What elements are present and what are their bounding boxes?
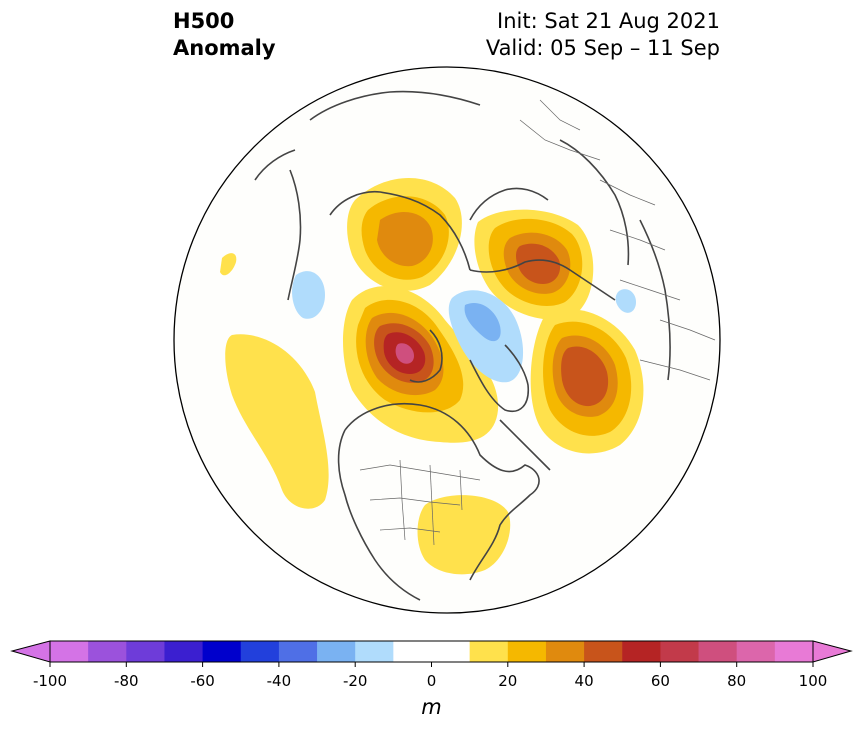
anomaly-scandinavia-neg [615,289,636,313]
colorbar-tick-label: 0 [426,672,437,690]
colorbar-tick-label: -20 [342,672,368,690]
init-date: Init: Sat 21 Aug 2021 [497,9,720,33]
colorbar-extend-high [812,640,853,663]
coastlines [254,90,671,601]
colorbar-cell [545,641,585,662]
map-boundary [173,66,721,614]
colorbar [10,640,853,667]
colorbar-cell [317,641,356,662]
anomaly-arctic-neg-30 [464,302,501,342]
anomaly-canada-70 [395,343,414,364]
anomaly-east-asia-neg [292,271,325,319]
anomaly-alaska-40 [377,212,433,267]
valid-range: Valid: 05 Sep – 11 Sep [485,36,720,60]
title-line-2: Anomaly [173,36,276,60]
colorbar-tick-label: -60 [190,672,215,690]
forecast-dates: Init: Sat 21 Aug 2021 Valid: 05 Sep – 11… [486,8,720,62]
anomaly-ne-pacific [225,334,329,509]
colorbar-tick-label: -80 [114,672,139,690]
colorbar-cell [164,641,204,662]
colorbar-tick-label: -100 [32,672,68,690]
colorbar-cell [393,641,471,662]
colorbar-tick-label: -40 [266,672,292,690]
colorbar-cell [507,641,547,662]
borders [359,99,716,546]
colorbar-cell [202,641,242,662]
title-line-1: H500 [173,9,235,33]
colorbar-cell [126,641,165,662]
colorbar-cell [469,641,509,662]
colorbar-cell [240,641,280,662]
colorbar-tick-label: 20 [498,672,518,690]
anomaly-small-pacific [220,253,237,276]
chart-title: H500 Anomaly [173,8,276,62]
colorbar-cell [50,641,89,662]
colorbar-tick-label: 100 [798,672,828,690]
colorbar-cell [584,641,623,662]
colorbar-unit-label: m [421,695,442,719]
anomaly-siberia-50 [516,243,561,284]
colorbar-cell [622,641,661,662]
colorbar-tick-label: 60 [650,672,670,690]
colorbar-cell [774,641,814,662]
colorbar-ticks [49,662,814,667]
colorbar-tick-label: 40 [574,672,594,690]
colorbar-extend-low [10,640,51,663]
colorbar-tick-label: 80 [727,672,747,690]
anomaly-atlantic-50 [561,346,609,407]
colorbar-cells [50,641,814,662]
colorbar-cell [698,641,738,662]
anomaly-fields [220,90,716,601]
colorbar-cell [660,641,700,662]
colorbar-cell [736,641,776,662]
anomaly-eastern-us [417,495,511,575]
colorbar-cell [278,641,318,662]
polar-map [173,66,721,614]
colorbar-cell [88,641,127,662]
colorbar-cell [355,641,394,662]
